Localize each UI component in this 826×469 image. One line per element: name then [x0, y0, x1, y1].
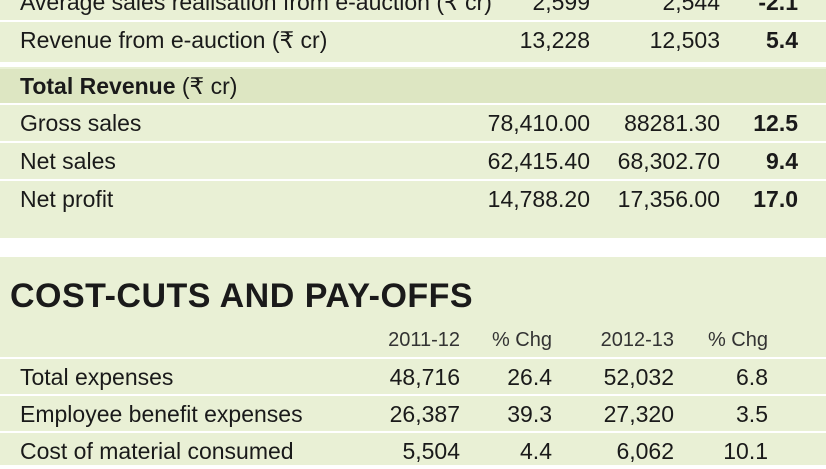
total-revenue-header: Total Revenue (₹ cr)	[0, 69, 826, 103]
value-2011-12: 26,387	[389, 401, 460, 427]
row-label: Gross sales	[20, 110, 142, 136]
table-row: Net sales 62,415.40 68,302.70 9.4	[0, 143, 826, 179]
value-2011-12: 78,410.00	[487, 110, 590, 136]
column-header-2012-13: 2012-13	[600, 329, 674, 351]
row-label: Total expenses	[20, 364, 174, 390]
row-label: Net profit	[20, 186, 114, 212]
percent-change-2: 10.1	[723, 438, 768, 464]
percent-change-1: 4.4	[520, 438, 552, 464]
percent-change: 5.4	[766, 27, 798, 53]
row-divider	[0, 394, 826, 396]
percent-change-1: 26.4	[507, 364, 552, 390]
percent-change: -2.1	[758, 0, 798, 15]
row-label: Employee benefit expenses	[20, 401, 303, 427]
value-2012-13: 27,320	[603, 401, 674, 427]
table-row: Cost of material consumed 5,504 4.4 6,06…	[0, 433, 826, 469]
section-divider	[0, 62, 826, 67]
column-header-chg-2: % Chg	[707, 329, 768, 351]
row-divider	[0, 141, 826, 143]
value-2012-13: 52,032	[603, 364, 674, 390]
value-2011-12: 48,716	[389, 364, 460, 390]
table-row: Average sales realisation from e-auction…	[0, 0, 826, 20]
percent-change-2: 3.5	[736, 401, 768, 427]
percent-change: 12.5	[753, 110, 798, 136]
table-row: Total expenses 48,716 26.4 52,032 6.8	[0, 359, 826, 395]
row-divider	[0, 103, 826, 105]
table-row: Net profit 14,788.20 17,356.00 17.0	[0, 181, 826, 217]
percent-change: 9.4	[766, 148, 798, 174]
value-2011-12: 14,788.20	[487, 186, 590, 212]
column-headers: 2011-12 % Chg 2012-13 % Chg	[0, 323, 826, 357]
table-row: Employee benefit expenses 26,387 39.3 27…	[0, 396, 826, 432]
column-header-2011-12: 2011-12	[388, 329, 460, 351]
revenue-table: Average sales realisation from e-auction…	[0, 0, 826, 238]
table-row: Gross sales 78,410.00 88281.30 12.5	[0, 105, 826, 141]
section-title: COST-CUTS AND PAY-OFFS	[10, 277, 474, 315]
row-label: Revenue from e-auction (₹ cr)	[20, 27, 328, 53]
value-2011-12: 2,599	[532, 0, 590, 15]
value-2011-12: 13,228	[519, 27, 590, 53]
value-2012-13: 88281.30	[624, 110, 720, 136]
value-2011-12: 5,504	[402, 438, 460, 464]
percent-change-1: 39.3	[507, 401, 552, 427]
percent-change-2: 6.8	[736, 364, 768, 390]
column-header-chg-1: % Chg	[491, 329, 552, 351]
row-divider	[0, 357, 826, 359]
value-2012-13: 2,544	[662, 0, 720, 15]
value-2011-12: 62,415.40	[487, 148, 590, 174]
table-row: Revenue from e-auction (₹ cr) 13,228 12,…	[0, 22, 826, 58]
percent-change: 17.0	[753, 186, 798, 212]
value-2012-13: 17,356.00	[617, 186, 720, 212]
value-2012-13: 6,062	[616, 438, 674, 464]
value-2012-13: 12,503	[649, 27, 720, 53]
row-divider	[0, 20, 826, 22]
row-divider	[0, 179, 826, 181]
row-divider	[0, 431, 826, 433]
row-label: Net sales	[20, 148, 116, 174]
total-revenue-label: Total Revenue (₹ cr)	[20, 73, 238, 99]
value-2012-13: 68,302.70	[617, 148, 720, 174]
row-label: Cost of material consumed	[20, 438, 294, 464]
row-label: Average sales realisation from e-auction…	[20, 0, 492, 15]
cost-table-panel	[0, 257, 826, 465]
